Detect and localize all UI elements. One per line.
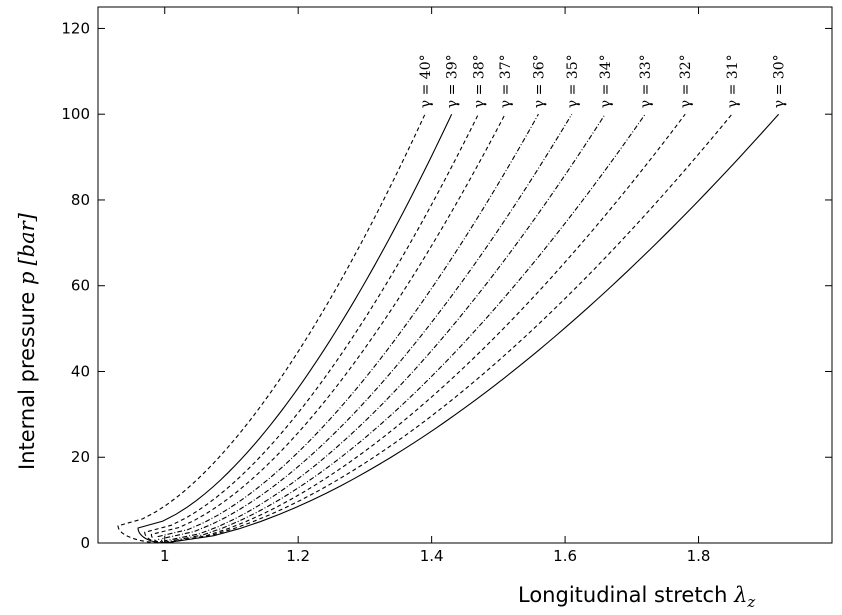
y-axis-title-unit: [bar] xyxy=(15,212,39,265)
curve-label: γ = 40° xyxy=(418,54,434,108)
ticks-layer: 1 1.2 1.4 1.6 1.8 0 20 40 60 80 100 120 xyxy=(61,7,832,565)
curve-label: γ = 30° xyxy=(772,54,788,108)
curve-label: γ = 38° xyxy=(471,54,487,108)
x-tick-label: 1.2 xyxy=(286,547,310,565)
x-axis-title: Longitudinal stretch λz xyxy=(518,583,755,611)
curve-line xyxy=(150,113,506,544)
y-tick-label: 20 xyxy=(71,448,90,466)
curve-labels-layer: γ = 40° γ = 39° γ = 38° γ = 37° γ = 36° γ = 3… xyxy=(418,54,788,108)
curve-line xyxy=(157,113,539,544)
x-axis-title-symbol: λ xyxy=(733,583,747,607)
curve-label: γ = 39° xyxy=(445,54,461,108)
x-tick-label: 1.6 xyxy=(553,547,577,565)
plot-frame xyxy=(97,6,833,544)
curve-line xyxy=(144,113,479,544)
curve-line xyxy=(137,113,453,544)
curve-line xyxy=(164,113,733,544)
curve-line xyxy=(164,113,780,544)
curve-label: γ = 35° xyxy=(565,54,581,108)
x-axis-title-subscript: z xyxy=(746,593,755,611)
x-tick-label: 1 xyxy=(160,547,170,565)
y-tick-label: 80 xyxy=(71,191,90,209)
x-axis-title-text: Longitudinal stretch xyxy=(518,583,734,607)
curve-label: γ = 31° xyxy=(725,54,741,108)
y-tick-label: 60 xyxy=(71,277,90,295)
curve-line xyxy=(117,113,426,544)
y-axis-title-text: Internal pressure xyxy=(15,285,39,470)
curve-line xyxy=(164,113,646,543)
curve-label: γ = 36° xyxy=(531,54,547,108)
y-tick-label: 120 xyxy=(61,19,90,37)
x-tick-label: 1.4 xyxy=(420,547,444,565)
y-tick-label: 100 xyxy=(61,105,90,123)
curve-line xyxy=(160,113,573,544)
x-tick-label: 1.8 xyxy=(687,547,711,565)
curve-label: γ = 33° xyxy=(638,54,654,108)
y-axis-title-symbol: p xyxy=(15,272,39,285)
curves-layer xyxy=(117,113,780,544)
curve-line xyxy=(164,113,686,544)
y-tick-label: 0 xyxy=(80,534,90,552)
curve-label: γ = 32° xyxy=(678,54,694,108)
curve-label: γ = 37° xyxy=(498,54,514,108)
curve-label: γ = 34° xyxy=(598,54,614,108)
y-axis-title: Internal pressure p [bar] xyxy=(15,212,39,470)
curve-line xyxy=(164,113,606,543)
y-tick-label: 40 xyxy=(71,362,90,380)
